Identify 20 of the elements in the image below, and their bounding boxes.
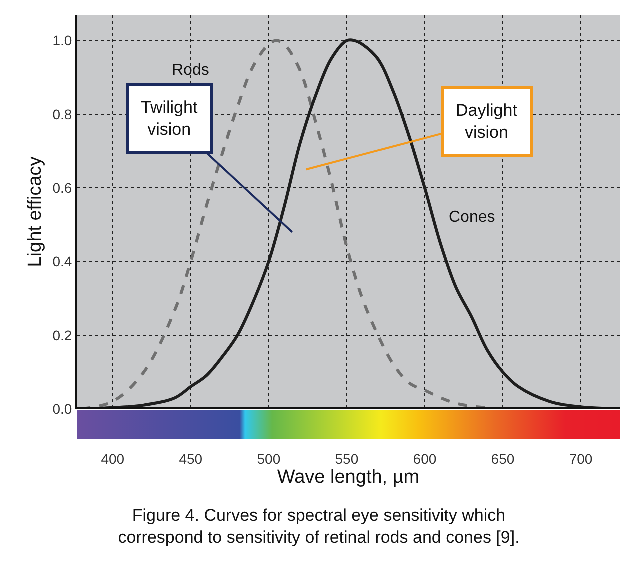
text: Rods xyxy=(172,62,210,79)
x-tick-label: 500 xyxy=(257,451,281,467)
y-tick-label: 0.6 xyxy=(52,180,72,196)
y-tick-label: 0.2 xyxy=(52,327,72,344)
series-label: Cones xyxy=(449,209,496,226)
y-tick-label: 1.0 xyxy=(52,32,72,49)
x-tick-label: 400 xyxy=(101,451,125,467)
x-tick-label: 600 xyxy=(413,451,437,467)
annotation: Daylight vision xyxy=(456,101,518,142)
annotation: Twilight vision xyxy=(141,98,198,140)
caption: Figure 4. Curves for spectral eye sensitivity which correspond to sensitivity of retinal rods and cones [9]. xyxy=(118,506,520,548)
y-tick-label: 0.4 xyxy=(52,254,72,270)
x-axis-title: Wave length, µm xyxy=(277,467,420,488)
x-tick-label: 550 xyxy=(335,451,359,467)
y-tick-label: 0.0 xyxy=(52,400,72,417)
y-axis-title: Light efficacy xyxy=(25,156,46,268)
x-tick-label: 700 xyxy=(569,451,593,467)
x-tick-label: 650 xyxy=(491,451,515,467)
y-tick-label: 0.8 xyxy=(52,106,72,122)
x-tick-label: 450 xyxy=(179,451,203,467)
